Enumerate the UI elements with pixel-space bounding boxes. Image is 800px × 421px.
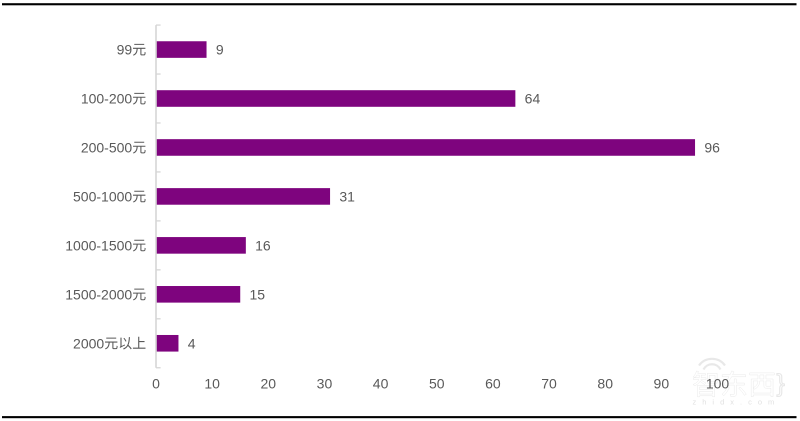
svg-text:64: 64 bbox=[525, 91, 541, 107]
svg-text:100-200: 100-200 bbox=[81, 91, 133, 107]
svg-text:500-1000: 500-1000 bbox=[73, 188, 132, 204]
svg-text:60: 60 bbox=[485, 375, 501, 391]
svg-text:96: 96 bbox=[704, 139, 720, 155]
svg-text:2000: 2000 bbox=[73, 335, 104, 351]
svg-text:200-500: 200-500 bbox=[81, 139, 133, 155]
svg-text:40: 40 bbox=[373, 375, 389, 391]
svg-text:4: 4 bbox=[188, 335, 196, 351]
svg-text:1000-1500: 1000-1500 bbox=[65, 237, 132, 253]
svg-text:16: 16 bbox=[255, 237, 271, 253]
svg-text:70: 70 bbox=[541, 375, 557, 391]
svg-text:31: 31 bbox=[339, 188, 355, 204]
svg-text:zhidx.com: zhidx.com bbox=[693, 397, 781, 406]
svg-text:50: 50 bbox=[429, 375, 445, 391]
svg-text:99: 99 bbox=[117, 42, 133, 58]
svg-text:30: 30 bbox=[317, 375, 333, 391]
svg-text:10: 10 bbox=[204, 375, 220, 391]
svg-text:90: 90 bbox=[654, 375, 670, 391]
svg-text:80: 80 bbox=[597, 375, 613, 391]
svg-text:9: 9 bbox=[216, 42, 224, 58]
svg-text:}: } bbox=[777, 370, 785, 398]
svg-text:15: 15 bbox=[250, 286, 266, 302]
svg-text:1500-2000: 1500-2000 bbox=[65, 286, 132, 302]
svg-text:0: 0 bbox=[152, 375, 160, 391]
svg-text:100: 100 bbox=[706, 375, 730, 391]
svg-text:20: 20 bbox=[261, 375, 277, 391]
